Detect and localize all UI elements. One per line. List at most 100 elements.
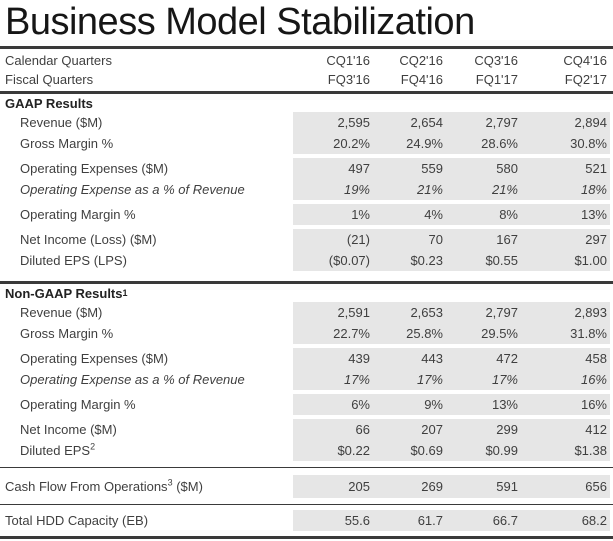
cell-value: 55.6 [293,510,373,531]
cell-value: 66 [293,419,373,440]
cell-value: 299 [446,419,521,440]
cell-value: 66.7 [446,510,521,531]
cell-value: CQ4'16 [563,53,607,68]
cell-value: 16% [521,394,610,415]
cell-value: 70 [373,229,446,250]
cell-value: 2,595 [293,112,373,133]
cash-flow-row: Cash Flow From Operations3 ($M) 205 269 591… [0,468,613,504]
cell-value: 13% [521,204,610,225]
cell-value: FQ2'17 [564,72,607,87]
cell-value: 439 [293,348,373,369]
cell-value: 2,797 [446,302,521,323]
table-row: Gross Margin % 22.7% 25.8% 29.5% 31.8% [0,323,613,344]
cell-value: $0.23 [373,250,446,271]
divider-top [0,46,613,49]
cell-value: $0.99 [446,440,521,461]
row-label: Operating Expense as a % of Revenue [20,182,245,197]
cell-value: $0.55 [446,250,521,271]
cell-value: (21) [293,229,373,250]
table-row: Revenue ($M) 2,595 2,654 2,797 2,894 [0,112,613,133]
table-row: Diluted EPS2 $0.22 $0.69 $0.99 $1.38 [0,440,613,461]
table-row: Net Income (Loss) ($M) (21) 70 167 297 [0,229,613,250]
divider-header [0,91,613,94]
table-row: Operating Expense as a % of Revenue 17% 17… [0,369,613,390]
cell-value: 591 [446,475,521,498]
footnote-marker: 2 [90,441,96,452]
cell-value: 30.8% [521,133,610,154]
row-label: Gross Margin % [20,136,114,151]
section-title: GAAP Results [5,95,93,111]
cell-value: 521 [521,158,610,179]
cell-value: $0.22 [293,440,373,461]
cell-value: 269 [373,475,446,498]
row-label: Fiscal Quarters [5,72,94,87]
divider [0,281,613,284]
table-row: Fiscal Quarters FQ3'16 FQ4'16 FQ1'17 FQ2'17 [0,70,613,89]
row-group: Operating Margin % 6% 9% 13% 16% [0,394,613,415]
row-label: Revenue ($M) [20,115,103,130]
row-label: Operating Margin % [20,397,136,412]
row-group: Operating Expenses ($M) 439 443 472 458 Opera… [0,348,613,390]
cell-value: 2,797 [446,112,521,133]
row-label: Diluted EPS (LPS) [20,253,127,268]
row-group: Revenue ($M) 2,595 2,654 2,797 2,894 Gross Ma… [0,112,613,154]
cell-value: 17% [293,369,373,390]
cell-value: 2,894 [521,112,610,133]
cell-value: 20.2% [293,133,373,154]
cell-value: $1.38 [521,440,610,461]
cell-value: 13% [446,394,521,415]
row-group: Operating Expenses ($M) 497 559 580 521 Opera… [0,158,613,200]
row-group: Revenue ($M) 2,591 2,653 2,797 2,893 Gross Ma… [0,302,613,344]
footnote-marker: 3 [167,477,173,488]
results-table: GAAP Results Revenue ($M) 2,595 2,654 2,797 2… [0,94,613,539]
row-label: Revenue ($M) [20,305,103,320]
cell-value: 16% [521,369,610,390]
cell-value: 29.5% [446,323,521,344]
section-gaap: GAAP Results Revenue ($M) 2,595 2,654 2,797 2… [0,94,613,281]
row-label: Operating Expenses ($M) [20,161,169,176]
cell-value: 21% [373,179,446,200]
cell-value: 2,654 [373,112,446,133]
cell-value: 17% [373,369,446,390]
section-title: Non-GAAP Results 1 [5,285,128,301]
row-group: Net Income ($M) 66 207 299 412 Diluted EPS2 $0… [0,419,613,461]
row-label: Operating Margin % [20,207,136,222]
table-row: Operating Expense as a % of Revenue 19% 21… [0,179,613,200]
divider [0,536,613,539]
cell-value: 207 [373,419,446,440]
row-label: Calendar Quarters [5,53,112,68]
cell-value: 28.6% [446,133,521,154]
cell-value: 2,653 [373,302,446,323]
divider [0,504,613,505]
cell-value: 497 [293,158,373,179]
cell-value: ($0.07) [293,250,373,271]
cell-value: CQ3'16 [474,53,518,68]
row-label: Operating Expenses ($M) [20,351,169,366]
cell-value: 443 [373,348,446,369]
cell-value: FQ4'16 [400,72,443,87]
table-row: Calendar Quarters CQ1'16 CQ2'16 CQ3'16 CQ4'1… [0,51,613,70]
cell-value: 21% [446,179,521,200]
cell-value: 18% [521,179,610,200]
table-row: Gross Margin % 20.2% 24.9% 28.6% 30.8% [0,133,613,154]
table-row: Net Income ($M) 66 207 299 412 [0,419,613,440]
row-group: Net Income (Loss) ($M) (21) 70 167 297 Dilute… [0,229,613,271]
table-row: Operating Margin % 1% 4% 8% 13% [0,204,613,225]
cell-value: 458 [521,348,610,369]
row-label: Operating Expense as a % of Revenue [20,372,245,387]
row-group: Operating Margin % 1% 4% 8% 13% [0,204,613,225]
cell-value: 559 [373,158,446,179]
row-label: Diluted EPS2 [20,441,96,458]
cell-value: 6% [293,394,373,415]
table-row: Operating Expenses ($M) 439 443 472 458 [0,348,613,369]
cell-value: 9% [373,394,446,415]
cell-value: 25.8% [373,323,446,344]
cell-value: 68.2 [521,510,610,531]
cell-value: 31.8% [521,323,610,344]
quarters-header: Calendar Quarters CQ1'16 CQ2'16 CQ3'16 CQ4'1… [0,49,613,91]
cell-value: 19% [293,179,373,200]
cell-value: 17% [446,369,521,390]
cell-value: 580 [446,158,521,179]
cell-value: 472 [446,348,521,369]
